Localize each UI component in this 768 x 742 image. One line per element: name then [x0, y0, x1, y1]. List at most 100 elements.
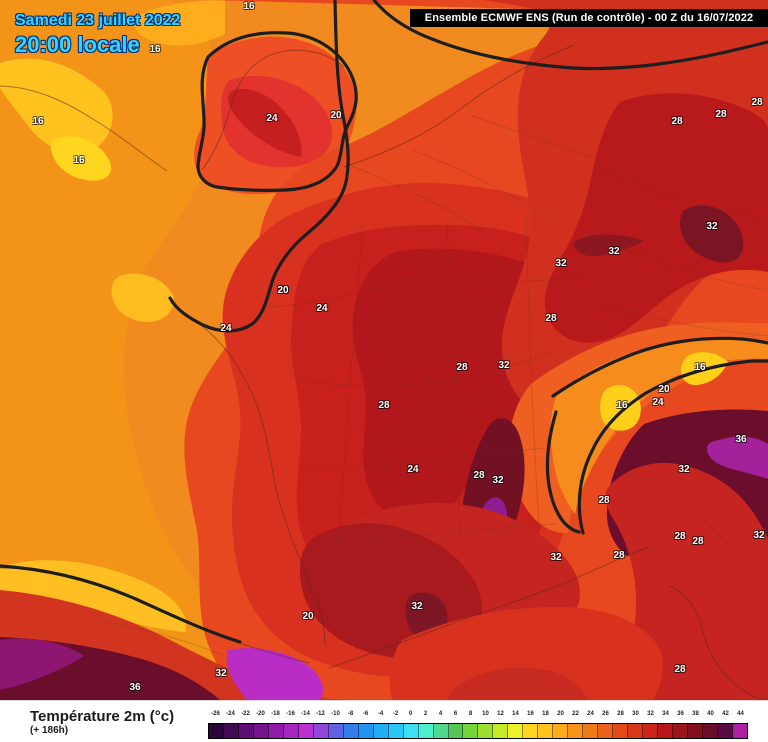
legend-swatch: [373, 724, 389, 738]
weather-map: Samedi 23 juillet 2022 20:00 locale Ense…: [0, 0, 768, 700]
legend-swatch: [313, 724, 329, 738]
legend-swatch: [223, 724, 239, 738]
legend-swatch: [283, 724, 299, 738]
legend-scale: -26 -24 -22 -20 -18 -16 -14 -12 -10 -8 -6 -4 -2 0 2 4 6 8…: [208, 711, 748, 739]
mid-atlantic-yellow-patch-a: [0, 58, 113, 154]
legend-tick: 32: [647, 711, 654, 717]
legend-tick: 4: [438, 711, 443, 717]
legend-tick: -26: [211, 711, 220, 717]
isoline-alps-southwest: [545, 410, 581, 534]
legend-swatch: [493, 724, 509, 738]
legend-swatch: [583, 724, 599, 738]
mid-atlantic-yellow-patch-b: [50, 136, 112, 181]
legend-swatch: [673, 724, 688, 738]
border-east-2: [584, 230, 768, 291]
legend-swatch: [253, 724, 269, 738]
legend-tick: 34: [662, 711, 669, 717]
isoline-alps-west: [577, 359, 768, 535]
legend-tick: 18: [542, 711, 549, 717]
coastline-france-west: [170, 302, 326, 647]
uk-hotspot: [228, 89, 302, 157]
border-vertical-3: [525, 212, 540, 528]
legend-tick: 2: [423, 711, 428, 717]
legend-tick: -2: [392, 711, 399, 717]
legend-tick: 0: [408, 711, 413, 717]
legend-swatch: [209, 724, 224, 738]
spain-east-purple-patch: [0, 638, 84, 689]
forecast-date: Samedi 23 juillet 2022: [15, 12, 181, 29]
legend-swatch: [343, 724, 359, 738]
legend-title: Température 2m (°c): [30, 708, 175, 725]
legend-tick: 24: [587, 711, 594, 717]
legend-panel: Température 2m (°c) (+ 186h) -26 -24 -22 -2…: [0, 700, 768, 742]
country-line-north-3: [469, 114, 645, 187]
legend-tick: -8: [347, 711, 354, 717]
legend-tick: 14: [512, 711, 519, 717]
legend-tick: 38: [692, 711, 699, 717]
isoline-alps-20: [551, 336, 768, 398]
isoline-uk-20: [196, 31, 358, 192]
country-line-spain: [100, 620, 224, 656]
legend-tick: 10: [482, 711, 489, 717]
border-france-d: [329, 523, 558, 541]
legend-tick: -12: [316, 711, 325, 717]
legend-tick: 16: [527, 711, 534, 717]
north-east-very-hot-zone: [544, 93, 768, 343]
northwest-warm-patch: [134, 0, 225, 46]
legend-tick: 12: [497, 711, 504, 717]
italy-boot-outline: [668, 585, 768, 700]
legend-swatch: [538, 724, 554, 738]
dark-hotspot-germany: [573, 234, 644, 257]
legend-swatch: [613, 724, 629, 738]
legend-swatch: [298, 724, 314, 738]
legend-tick: 20: [557, 711, 564, 717]
coastline-uk: [201, 49, 345, 171]
coastline-benelux: [343, 44, 575, 168]
border-east-1: [589, 159, 768, 221]
legend-ticks: -26 -24 -22 -20 -18 -16 -14 -12 -10 -8 -6 -4 -2 0 2 4 6 8…: [208, 711, 748, 721]
brittany-yellow-patch: [111, 273, 174, 322]
legend-tick: -16: [286, 711, 295, 717]
border-east-3: [596, 305, 768, 337]
atlantic-warm-band: [0, 0, 250, 700]
legend-tick: 28: [617, 711, 624, 717]
legend-swatch: [568, 724, 584, 738]
legend-tick: 40: [707, 711, 714, 717]
legend-tick: 42: [722, 711, 729, 717]
legend-subtitle: (+ 186h): [30, 725, 69, 736]
legend-tick: -24: [226, 711, 235, 717]
legend-tick: -22: [241, 711, 250, 717]
border-vertical-2: [446, 220, 461, 542]
border-france-b: [299, 351, 556, 387]
legend-swatch: [478, 724, 494, 738]
legend-swatch: [688, 724, 703, 738]
forecast-time: 20:00 locale: [15, 32, 140, 57]
legend-tick: 36: [677, 711, 684, 717]
alpine-yellow-patch: [600, 385, 641, 431]
legend-swatch: [523, 724, 539, 738]
legend-swatch: [403, 724, 419, 738]
legend-tick: -4: [377, 711, 384, 717]
legend-tick: -10: [331, 711, 340, 717]
legend-swatch: [732, 724, 747, 738]
italy-magenta-patch: [706, 436, 768, 479]
isoline-southwest-20: [0, 564, 242, 644]
legend-tick: 30: [632, 711, 639, 717]
legend-tick: 44: [737, 711, 744, 717]
legend-swatch: [238, 724, 254, 738]
legend-swatch: [358, 724, 374, 738]
isoline-north-atlantic: [372, 0, 768, 71]
legend-tick: -14: [301, 711, 310, 717]
mediterranean-red-area: [389, 606, 663, 700]
legend-swatch: [328, 724, 344, 738]
legend-tick: -18: [271, 711, 280, 717]
coastline-med: [328, 546, 650, 669]
isoline-france-20: [168, 0, 350, 333]
legend-swatch: [628, 724, 644, 738]
legend-swatch: [598, 724, 614, 738]
legend-swatch: [433, 724, 449, 738]
border-france-a: [267, 275, 590, 308]
south-atlantic-yellow-band: [0, 560, 186, 632]
legend-swatch: [268, 724, 284, 738]
alpine-orange-band: [550, 339, 768, 514]
